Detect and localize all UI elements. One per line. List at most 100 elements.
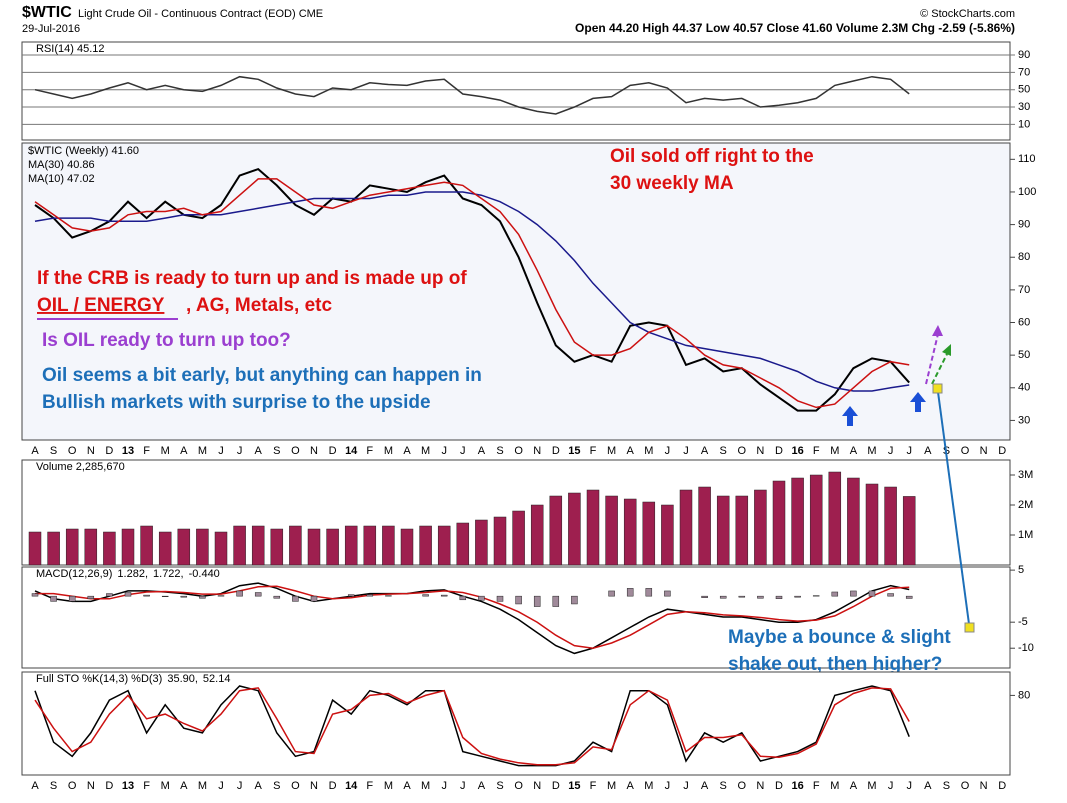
x-tick-label: O xyxy=(738,445,747,457)
x-tick-label: F xyxy=(590,780,597,792)
y-tick-label: 70 xyxy=(1018,66,1030,78)
bar xyxy=(382,525,395,566)
bar xyxy=(608,590,615,597)
x-tick-label: O xyxy=(291,780,300,792)
bar xyxy=(661,504,674,566)
bar xyxy=(735,495,749,566)
panel-title: Full STO %K(14,3) %D(3) xyxy=(36,673,162,685)
x-tick-label: F xyxy=(813,780,820,792)
bar xyxy=(698,486,711,566)
bar xyxy=(419,525,432,566)
bar xyxy=(571,595,578,605)
legend-entry: -0.440 xyxy=(189,568,220,580)
up-arrow xyxy=(910,392,926,412)
x-tick-label: J xyxy=(683,780,689,792)
x-tick-label: 15 xyxy=(568,780,580,792)
x-tick-label: 14 xyxy=(345,445,358,457)
bar xyxy=(828,471,842,566)
bar xyxy=(180,595,188,598)
x-tick-label: M xyxy=(161,445,170,457)
bar xyxy=(530,504,544,566)
bar xyxy=(347,594,355,597)
annotation: Oil sold off right to the xyxy=(610,146,814,167)
x-tick-label: A xyxy=(850,445,858,457)
bar xyxy=(887,593,894,597)
panel-frame xyxy=(21,41,1011,141)
bar xyxy=(87,595,95,600)
bar xyxy=(366,594,374,597)
x-tick-label: A xyxy=(924,780,932,792)
bar xyxy=(326,528,339,566)
bar xyxy=(475,519,488,566)
x-tick-label: F xyxy=(366,780,373,792)
bar xyxy=(549,495,563,566)
x-tick-label: O xyxy=(961,780,970,792)
bar xyxy=(623,498,637,566)
bar xyxy=(642,501,656,566)
y-tick-label: 80 xyxy=(1018,251,1030,263)
bar xyxy=(902,496,916,566)
x-tick-label: N xyxy=(756,780,764,792)
series-line xyxy=(34,167,910,412)
symbol: $WTIC xyxy=(22,4,72,21)
x-tick-label: J xyxy=(441,445,447,457)
bar xyxy=(65,528,79,566)
series-line xyxy=(34,685,910,767)
bar xyxy=(385,595,392,597)
bar xyxy=(84,528,98,566)
bar xyxy=(905,595,913,599)
bar xyxy=(809,474,823,566)
x-tick-label: M xyxy=(384,780,393,792)
series-line xyxy=(34,582,910,655)
y-tick-label: 30 xyxy=(1018,101,1030,113)
x-tick-label: J xyxy=(237,780,243,792)
bar xyxy=(459,595,467,601)
bar xyxy=(865,483,879,566)
legend-entry: $WTIC (Weekly) 41.60 xyxy=(28,145,139,157)
bar xyxy=(158,531,172,566)
x-tick-label: D xyxy=(552,445,560,457)
x-tick-label: M xyxy=(644,445,653,457)
x-tick-label: A xyxy=(180,780,188,792)
bar xyxy=(233,525,246,566)
x-tick-label: O xyxy=(68,780,77,792)
y-tick-label: 5 xyxy=(1018,564,1024,576)
bar xyxy=(124,592,132,597)
bar xyxy=(344,525,358,566)
y-tick-label: 40 xyxy=(1018,382,1030,394)
bar xyxy=(440,594,448,597)
x-tick-label: D xyxy=(775,780,783,792)
bar xyxy=(568,492,581,566)
arrow-head xyxy=(942,344,951,356)
x-tick-label: S xyxy=(50,780,57,792)
x-tick-label: M xyxy=(198,780,207,792)
bar xyxy=(121,528,135,566)
bar xyxy=(68,595,76,602)
x-tick-label: M xyxy=(644,780,653,792)
annotation: OIL / ENERGY xyxy=(37,295,165,316)
bar xyxy=(437,525,451,566)
x-tick-label: N xyxy=(310,780,318,792)
panel-frame xyxy=(21,671,1011,776)
x-tick-label: A xyxy=(180,445,188,457)
bar xyxy=(645,588,653,597)
x-tick-label: F xyxy=(143,780,150,792)
bar xyxy=(254,592,262,597)
bar xyxy=(605,495,618,566)
bar xyxy=(140,525,153,566)
x-tick-label: A xyxy=(403,780,411,792)
marker xyxy=(932,383,943,394)
x-tick-label: N xyxy=(533,445,541,457)
x-tick-label: F xyxy=(590,445,597,457)
x-tick-label: A xyxy=(403,445,411,457)
bar xyxy=(196,528,209,566)
marker xyxy=(964,622,975,633)
x-tick-label: S xyxy=(496,445,503,457)
x-tick-label: A xyxy=(850,780,858,792)
bar xyxy=(217,595,225,597)
bar xyxy=(307,528,321,566)
x-tick-label: M xyxy=(421,445,430,457)
bar xyxy=(586,489,600,566)
y-tick-label: 50 xyxy=(1018,84,1030,96)
